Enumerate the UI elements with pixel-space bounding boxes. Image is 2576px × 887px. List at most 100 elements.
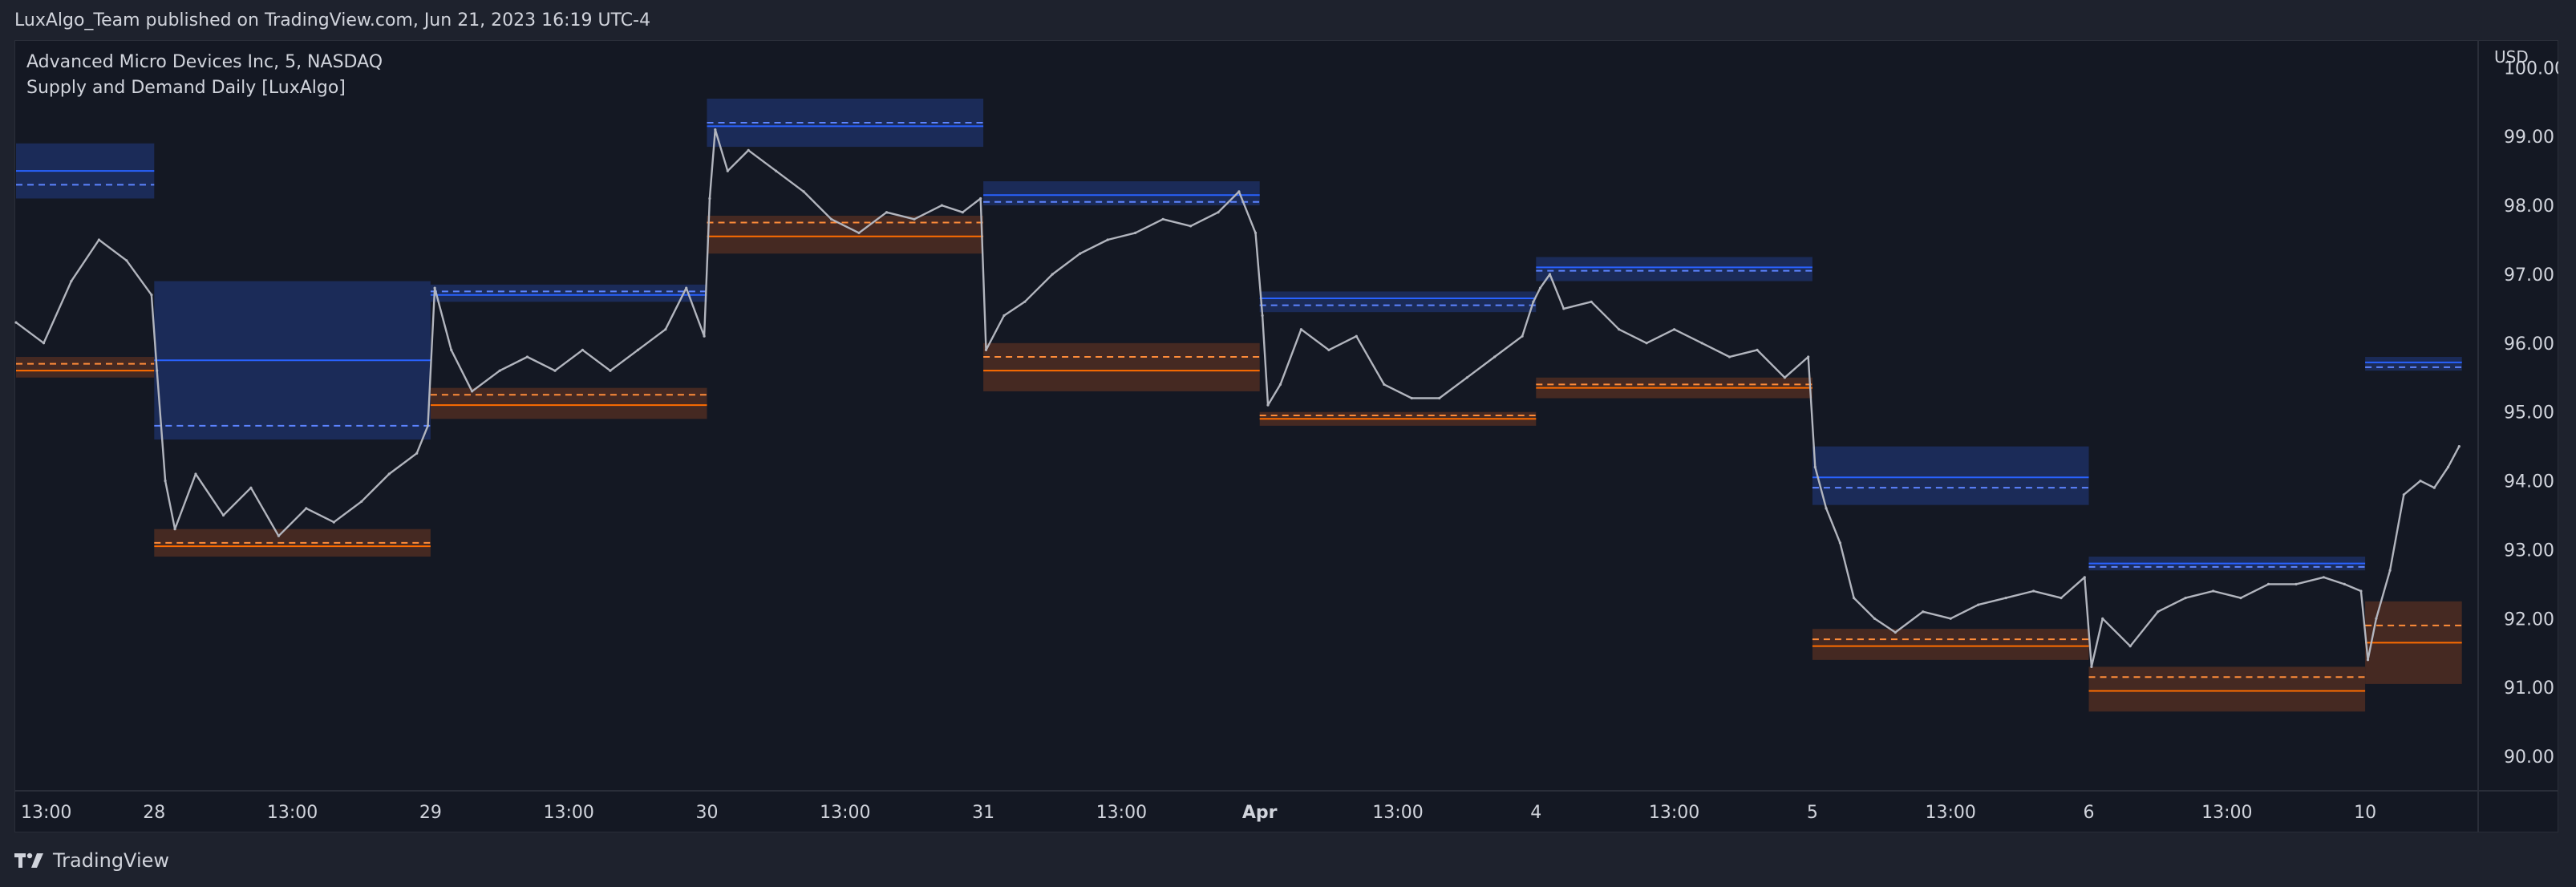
price-point-86 [1894, 630, 1897, 634]
indicator-title[interactable]: Supply and Demand Daily [LuxAlgo] [26, 78, 346, 98]
time-tick-label-2: 13:00 [267, 803, 318, 823]
price-point-101 [2266, 582, 2270, 586]
price-point-43 [979, 196, 982, 200]
price-tick-label-9: 91.00 [2504, 678, 2554, 699]
price-point-76 [1700, 342, 1703, 345]
time-tick-label-6: 13:00 [820, 803, 870, 823]
price-point-23 [525, 355, 529, 358]
price-line [15, 128, 2461, 668]
price-point-88 [1949, 617, 1952, 620]
price-point-15 [360, 500, 363, 503]
price-point-22 [498, 369, 501, 372]
price-chart[interactable]: USD 100.00 99.00 98.00 97.00 96.00 95.00 94.00… [14, 40, 2558, 832]
price-point-9 [194, 472, 197, 476]
price-point-97 [2157, 610, 2160, 614]
price-point-8 [173, 528, 176, 531]
price-point-6 [156, 369, 159, 372]
price-point-90 [2004, 597, 2007, 600]
price-tick-label-1: 99.00 [2504, 128, 2554, 148]
supply-zone-10 [1259, 291, 1537, 313]
price-point-46 [1023, 300, 1027, 303]
price-point-28 [664, 328, 667, 331]
price-point-7 [164, 480, 167, 483]
price-tick-label-5: 95.00 [2504, 403, 2554, 423]
price-point-14 [332, 520, 335, 524]
price-point-89 [1977, 603, 1980, 606]
price-point-57 [1266, 403, 1270, 407]
demand-zone-17 [2088, 666, 2366, 712]
price-point-59 [1299, 328, 1302, 331]
price-point-94 [2090, 665, 2093, 669]
price-point-60 [1327, 348, 1331, 351]
price-point-78 [1756, 348, 1759, 351]
price-layer [14, 128, 2461, 669]
price-point-106 [2366, 658, 2370, 662]
symbol-title[interactable]: Advanced Micro Devices Inc, 5, NASDAQ [26, 52, 383, 72]
price-point-2 [70, 280, 73, 283]
time-axis[interactable]: 13:00 28 13:00 29 13:00 30 13:00 31 13:00 Apr 13:0… [21, 803, 2376, 823]
price-point-79 [1783, 376, 1786, 379]
price-point-62 [1383, 383, 1386, 386]
price-point-99 [2212, 589, 2215, 593]
price-point-63 [1410, 396, 1413, 400]
price-point-30 [703, 334, 706, 338]
price-point-0 [14, 321, 18, 324]
price-point-93 [2083, 576, 2086, 579]
price-point-104 [2343, 582, 2346, 586]
price-tick-label-3: 97.00 [2504, 265, 2554, 286]
price-point-26 [609, 369, 612, 372]
currency-label: USD [2494, 47, 2529, 67]
price-point-10 [221, 513, 225, 517]
demand-zone-1 [16, 357, 155, 378]
footer-brand[interactable]: TradingView [53, 849, 170, 872]
tradingview-logo-icon[interactable] [14, 852, 45, 869]
price-point-19 [433, 286, 436, 290]
publish-text: LuxAlgo_Team published on TradingView.co… [14, 10, 651, 30]
price-point-21 [471, 390, 474, 393]
time-tick-label-1: 28 [143, 803, 165, 823]
time-tick-label-5: 30 [696, 803, 719, 823]
price-point-33 [726, 169, 729, 172]
price-point-38 [857, 231, 861, 234]
price-point-83 [1838, 541, 1841, 545]
price-point-32 [714, 128, 717, 132]
price-point-41 [940, 204, 943, 207]
price-point-24 [553, 369, 557, 372]
price-point-67 [1521, 334, 1524, 338]
demand-zone-9 [983, 342, 1260, 391]
demand-zone-7 [707, 215, 984, 254]
price-point-96 [2128, 645, 2132, 648]
supply-zone-18 [2365, 357, 2462, 371]
price-point-75 [1673, 328, 1676, 331]
time-tick-label-7: 31 [972, 803, 994, 823]
price-point-112 [2446, 465, 2450, 469]
price-point-11 [249, 486, 253, 489]
time-tick-label-15: 6 [2084, 803, 2095, 823]
price-point-18 [426, 424, 430, 427]
price-tick-label-10: 90.00 [2504, 747, 2554, 768]
price-axis[interactable]: USD 100.00 99.00 98.00 97.00 96.00 95.00 94.00… [2494, 47, 2558, 768]
price-point-45 [1002, 314, 1006, 318]
price-point-91 [2032, 589, 2035, 593]
price-point-98 [2184, 597, 2187, 600]
time-tick-label-9: Apr [1242, 803, 1278, 823]
price-point-105 [2359, 589, 2363, 593]
price-point-68 [1532, 300, 1535, 303]
demand-zone-15 [1812, 629, 2089, 660]
price-point-81 [1813, 465, 1817, 469]
price-point-102 [2295, 582, 2298, 586]
price-point-53 [1217, 211, 1220, 214]
price-point-65 [1465, 376, 1468, 379]
price-point-1 [42, 342, 46, 345]
time-tick-label-0: 13:00 [21, 803, 71, 823]
price-point-80 [1807, 355, 1810, 358]
price-point-27 [636, 348, 640, 351]
price-point-48 [1079, 252, 1082, 255]
price-point-110 [2419, 480, 2422, 483]
time-tick-label-8: 13:00 [1096, 803, 1147, 823]
price-point-13 [305, 507, 308, 510]
price-point-55 [1254, 231, 1258, 234]
price-point-92 [2060, 597, 2063, 600]
price-point-64 [1438, 396, 1441, 400]
price-point-58 [1278, 383, 1282, 386]
